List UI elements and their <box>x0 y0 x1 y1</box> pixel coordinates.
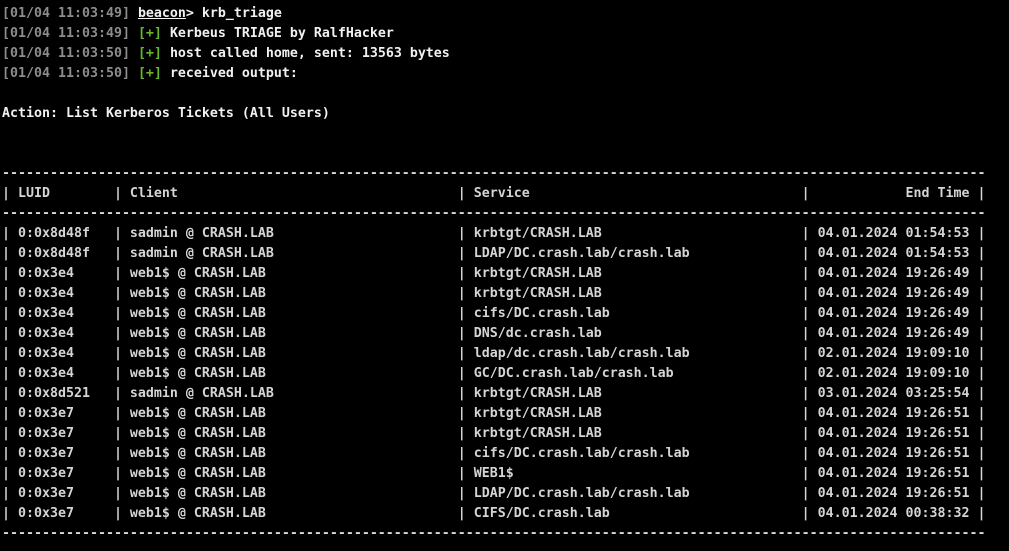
ticket-row: | 0:0x8d48f | sadmin @ CRASH.LAB | krbtg… <box>2 226 986 241</box>
prompt-suffix: > <box>185 6 194 21</box>
ticket-row: | 0:0x3e4 | web1$ @ CRASH.LAB | cifs/DC.… <box>2 306 986 321</box>
ticket-row: | 0:0x3e7 | web1$ @ CRASH.LAB | LDAP/DC.… <box>2 486 986 501</box>
table-header-row: | LUID | Client | Service | End Time | <box>2 186 986 201</box>
log-timestamp: [01/04 11:03:50] <box>2 46 130 61</box>
command-text: krb_triage <box>201 6 282 21</box>
log-timestamp: [01/04 11:03:50] <box>2 66 130 81</box>
blank-line <box>2 84 1009 104</box>
console-log-line: [01/04 11:03:49] [+] Kerbeus TRIAGE by R… <box>2 24 1009 44</box>
log-section: [01/04 11:03:49] beacon> krb_triage [01/0… <box>2 4 1009 84</box>
success-badge: [+] <box>137 66 162 81</box>
beacon-prompt: beacon <box>137 6 186 21</box>
ticket-row: | 0:0x3e4 | web1$ @ CRASH.LAB | ldap/dc.… <box>2 346 986 361</box>
ticket-row: | 0:0x3e4 | web1$ @ CRASH.LAB | krbtgt/C… <box>2 286 986 301</box>
ticket-row: | 0:0x3e4 | web1$ @ CRASH.LAB | GC/DC.cr… <box>2 366 986 381</box>
blank-line <box>2 144 1009 164</box>
log-timestamp: [01/04 11:03:49] <box>2 26 130 41</box>
ticket-row: | 0:0x3e7 | web1$ @ CRASH.LAB | krbtgt/C… <box>2 406 986 421</box>
ticket-row: | 0:0x3e4 | web1$ @ CRASH.LAB | DNS/dc.c… <box>2 326 986 341</box>
console-log-line: [01/04 11:03:50] [+] host called home, s… <box>2 44 1009 64</box>
success-badge: [+] <box>137 26 162 41</box>
log-message: Kerbeus TRIAGE by RalfHacker <box>169 26 394 41</box>
ticket-row: | 0:0x3e7 | web1$ @ CRASH.LAB | cifs/DC.… <box>2 446 986 461</box>
action-line: Action: List Kerberos Tickets (All Users… <box>2 106 330 121</box>
log-message: received output: <box>169 66 298 81</box>
table-divider: ----------------------------------------… <box>2 526 986 541</box>
log-message: host called home, sent: 13563 bytes <box>169 46 450 61</box>
ticket-row: | 0:0x3e7 | web1$ @ CRASH.LAB | WEB1$ | … <box>2 466 986 481</box>
table-divider: ----------------------------------------… <box>2 166 986 181</box>
kerberos-ticket-table: ----------------------------------------… <box>2 164 1009 544</box>
ticket-row: | 0:0x3e7 | web1$ @ CRASH.LAB | krbtgt/C… <box>2 426 986 441</box>
console-log-line: [01/04 11:03:49] beacon> krb_triage <box>2 4 1009 24</box>
ticket-row: | 0:0x3e4 | web1$ @ CRASH.LAB | krbtgt/C… <box>2 266 986 281</box>
ticket-row: | 0:0x3e7 | web1$ @ CRASH.LAB | CIFS/DC.… <box>2 506 986 521</box>
console-log-line: [01/04 11:03:50] [+] received output: <box>2 64 1009 84</box>
log-timestamp: [01/04 11:03:49] <box>2 6 130 21</box>
table-divider: ----------------------------------------… <box>2 206 986 221</box>
ticket-row: | 0:0x8d48f | sadmin @ CRASH.LAB | LDAP/… <box>2 246 986 261</box>
ticket-row: | 0:0x8d521 | sadmin @ CRASH.LAB | krbtg… <box>2 386 986 401</box>
blank-line <box>2 124 1009 144</box>
success-badge: [+] <box>137 46 162 61</box>
